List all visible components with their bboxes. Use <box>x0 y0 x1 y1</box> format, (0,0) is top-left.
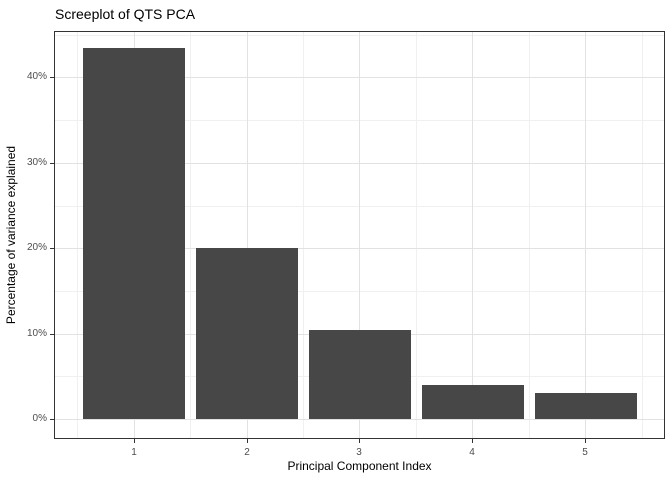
plot-panel <box>54 31 665 439</box>
minor-gridline-vertical <box>529 32 530 438</box>
y-tick-label: 0% <box>32 413 47 424</box>
bar-pc4 <box>422 385 524 419</box>
chart-title: Screeplot of QTS PCA <box>55 6 196 22</box>
y-tick-label: 20% <box>26 242 47 253</box>
x-tick-label: 1 <box>131 447 137 458</box>
bar-pc3 <box>309 330 411 419</box>
major-gridline-vertical <box>247 32 248 438</box>
x-tick-label: 5 <box>582 447 588 458</box>
minor-gridline-vertical <box>303 32 304 438</box>
major-gridline-vertical <box>585 32 586 438</box>
y-axis-tick <box>50 77 54 78</box>
x-tick-label: 4 <box>469 447 475 458</box>
bar-pc1 <box>83 48 185 419</box>
major-gridline-vertical <box>472 32 473 438</box>
major-gridline-vertical <box>359 32 360 438</box>
y-axis-tick <box>50 163 54 164</box>
y-axis-tick <box>50 419 54 420</box>
minor-gridline-vertical <box>190 32 191 438</box>
y-tick-label: 10% <box>26 328 47 339</box>
minor-gridline-vertical <box>642 32 643 438</box>
x-axis-tick <box>585 439 586 443</box>
minor-gridline-vertical <box>416 32 417 438</box>
x-axis-tick <box>134 439 135 443</box>
y-tick-label: 40% <box>26 71 47 82</box>
y-axis-title: Percentage of variance explained <box>4 145 18 325</box>
x-tick-label: 3 <box>356 447 362 458</box>
y-axis-tick <box>50 248 54 249</box>
y-tick-label: 30% <box>26 157 47 168</box>
minor-gridline-vertical <box>77 32 78 438</box>
bar-pc2 <box>196 248 298 419</box>
x-axis-tick <box>359 439 360 443</box>
x-axis-title: Principal Component Index <box>287 459 432 473</box>
y-axis-tick <box>50 334 54 335</box>
bar-pc5 <box>535 393 637 419</box>
x-axis-tick <box>247 439 248 443</box>
x-axis-tick <box>472 439 473 443</box>
x-tick-label: 2 <box>244 447 250 458</box>
